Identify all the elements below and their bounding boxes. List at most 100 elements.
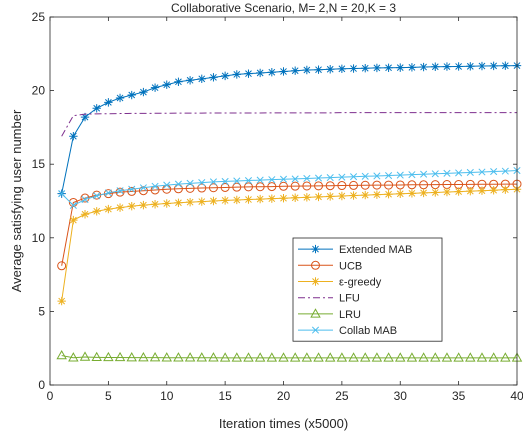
data-point-2-35-shape (466, 186, 475, 196)
data-point-2-7 (139, 200, 148, 210)
data-point-0-15 (232, 70, 241, 79)
data-point-1-19-shape (279, 181, 288, 191)
data-point-5-18-shape (268, 176, 276, 184)
x-tick-label-5: 25 (335, 389, 349, 403)
data-point-2-1 (69, 215, 78, 225)
data-point-0-11-shape (185, 76, 195, 85)
data-point-4-27-shape (371, 352, 383, 362)
data-point-0-1 (69, 132, 78, 141)
data-point-4-32-shape (430, 352, 441, 362)
data-point-0-13-shape (209, 73, 218, 82)
data-point-0-24-shape (337, 64, 347, 74)
data-point-0-16-shape (244, 69, 253, 78)
data-point-2-22 (314, 192, 323, 202)
y-tick-label-4: 20 (32, 84, 46, 98)
data-point-0-18-shape (267, 68, 277, 77)
data-point-5-33-shape (443, 169, 451, 177)
legend-marker-0-shape (311, 244, 320, 254)
x-tick-label-2: 10 (160, 389, 174, 403)
data-point-4-21 (301, 352, 313, 362)
x-tick-label-4: 20 (277, 389, 291, 403)
data-point-1-7 (138, 186, 148, 196)
data-point-5-22 (314, 174, 323, 182)
data-point-2-20 (290, 193, 300, 202)
data-point-5-35 (466, 168, 474, 176)
data-point-2-29-shape (396, 189, 405, 198)
data-point-4-31 (418, 352, 429, 362)
data-point-1-17 (255, 182, 265, 192)
data-point-0-3 (92, 104, 101, 113)
data-point-4-13-shape (208, 352, 219, 362)
data-point-5-20 (291, 175, 299, 183)
data-point-5-1-shape (69, 201, 77, 209)
data-point-2-17 (255, 194, 265, 204)
data-point-4-37-shape (488, 352, 499, 362)
data-point-4-14-shape (219, 352, 231, 362)
data-point-5-30 (408, 171, 416, 179)
data-point-5-2-shape (81, 195, 89, 204)
data-point-5-24 (338, 173, 346, 181)
data-point-1-25-shape (349, 180, 359, 190)
data-point-2-33 (442, 187, 452, 197)
data-point-4-18-shape (266, 352, 278, 362)
data-point-4-31-shape (418, 352, 429, 362)
data-point-5-4-shape (104, 189, 112, 197)
data-point-5-31 (420, 170, 428, 178)
data-point-2-4 (104, 204, 113, 214)
legend-marker-4 (310, 308, 321, 318)
series-line-3 (61, 112, 517, 137)
data-point-5-6 (128, 185, 136, 193)
legend-entry-5: Collab MAB (298, 325, 397, 337)
data-point-4-3-shape (91, 351, 102, 362)
data-point-4-33 (441, 352, 453, 362)
data-point-0-28-shape (384, 63, 393, 72)
data-point-1-29-shape (395, 180, 405, 190)
data-point-4-34 (453, 352, 464, 362)
data-point-0-37-shape (489, 61, 498, 71)
data-point-5-22-shape (314, 174, 323, 182)
data-point-4-4-shape (103, 351, 114, 362)
data-point-4-15-shape (231, 352, 243, 362)
data-point-1-0 (57, 261, 67, 271)
data-point-2-5-shape (115, 203, 125, 212)
data-point-2-24 (337, 191, 347, 201)
data-point-0-10 (174, 77, 183, 86)
data-point-5-8 (151, 182, 159, 190)
data-point-1-11-shape (185, 183, 195, 193)
data-point-5-7-shape (139, 184, 147, 192)
data-point-5-27 (373, 172, 381, 180)
data-point-2-27 (372, 190, 382, 199)
data-point-4-19-shape (278, 352, 289, 362)
data-point-0-17-shape (255, 68, 265, 78)
data-point-4-24-shape (336, 352, 348, 362)
data-point-2-16-shape (244, 195, 253, 204)
data-point-1-17-shape (255, 182, 265, 192)
data-point-5-38-shape (501, 167, 509, 175)
data-point-0-7 (139, 87, 148, 97)
data-point-4-7-shape (138, 352, 149, 362)
data-point-4-19 (278, 352, 289, 362)
data-point-0-31-shape (419, 62, 428, 72)
data-point-4-23-shape (324, 352, 336, 362)
legend-box (292, 237, 443, 342)
data-point-0-22-shape (314, 65, 323, 74)
data-point-2-15 (232, 195, 241, 205)
data-point-4-1-shape (68, 352, 79, 362)
legend-entry-4: LRU (298, 308, 361, 321)
data-point-5-5-shape (116, 187, 124, 195)
series-line-5 (61, 170, 518, 207)
x-tick-label-6: 30 (394, 389, 408, 403)
data-point-4-37 (488, 352, 499, 362)
data-point-0-25-shape (349, 64, 358, 73)
y-tick-label-5: 25 (32, 10, 46, 24)
data-point-0-33 (442, 62, 452, 71)
data-point-0-9 (162, 80, 171, 89)
data-point-2-32 (431, 188, 440, 197)
y-tick-label-3: 15 (32, 157, 46, 171)
data-point-5-33 (443, 169, 451, 177)
data-point-1-20-shape (290, 181, 300, 191)
data-point-5-4 (104, 189, 112, 197)
data-point-2-11-shape (185, 197, 195, 207)
data-point-0-17 (255, 68, 265, 78)
data-point-0-8-shape (150, 83, 160, 92)
